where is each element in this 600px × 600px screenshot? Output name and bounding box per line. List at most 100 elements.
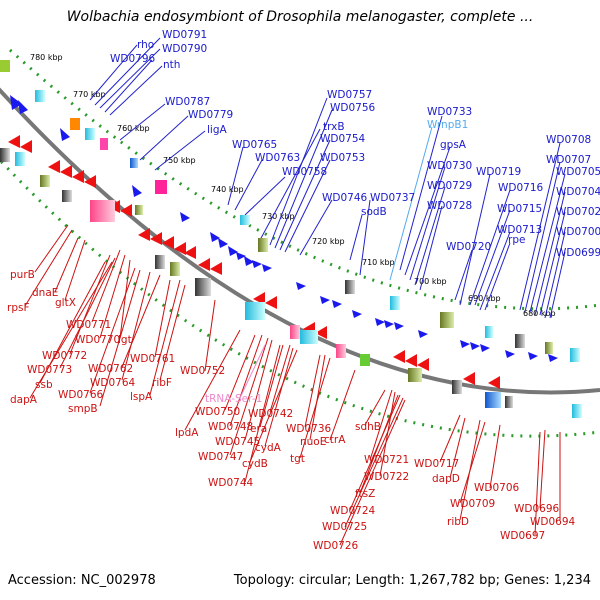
gene-label[interactable]: WD0790 — [162, 43, 207, 55]
gene-label[interactable]: rpe — [508, 234, 525, 246]
gene-label[interactable]: WD0737 — [370, 192, 415, 204]
forward-blocks — [0, 60, 580, 362]
gene-label[interactable]: WD0745 — [215, 436, 260, 448]
gene-label[interactable]: lspA — [130, 391, 153, 403]
gene-label[interactable]: era — [250, 423, 267, 435]
gene-label[interactable]: WD0704 — [556, 186, 600, 198]
gene-label[interactable]: WD0746 — [322, 192, 368, 204]
gene-label[interactable]: sdhB — [355, 421, 381, 433]
gene-label[interactable]: WD0722 — [364, 471, 409, 483]
gene-label[interactable]: WD0707 — [546, 154, 591, 166]
tick-label: 770 kbp — [73, 90, 106, 99]
gene-label[interactable]: dnaE — [32, 287, 58, 299]
gene-label[interactable]: WD0754 — [320, 133, 366, 145]
accession-text: Accession: NC_002978 — [8, 573, 156, 588]
gene-label[interactable]: dapA — [10, 394, 38, 406]
gene-label[interactable]: WD0715 — [497, 203, 542, 215]
gene-label[interactable]: nth — [163, 59, 180, 71]
gene-label[interactable]: WD0733 — [427, 106, 472, 118]
rna-label[interactable]: tRNA-Ser-1 — [205, 393, 262, 405]
gene-label[interactable]: WD0736 — [286, 423, 332, 435]
gene-label[interactable]: ribF — [152, 377, 172, 389]
gene-label[interactable]: ligA — [207, 124, 227, 136]
gene-label[interactable]: WD0730 — [427, 160, 472, 172]
gene-label[interactable]: ftsZ — [355, 488, 375, 500]
gene-label[interactable]: ribD — [447, 516, 469, 528]
gene-label[interactable]: WD0709 — [450, 498, 495, 510]
gene-label[interactable]: WD0772 — [42, 350, 87, 362]
tick-label: 710 kbp — [362, 258, 395, 267]
gene-label[interactable]: WD0770 — [75, 334, 120, 346]
gene-label[interactable]: WD0721 — [364, 454, 409, 466]
inner-track — [0, 158, 600, 438]
gene-label[interactable]: WD0699 — [556, 247, 600, 259]
tick-label: 730 kbp — [262, 212, 295, 221]
rna-leader-line — [239, 344, 266, 399]
gene-label[interactable]: dapD — [432, 473, 460, 485]
gene-label[interactable]: nuoE — [300, 436, 326, 448]
gene-label[interactable]: WD0773 — [27, 364, 72, 376]
gene-label[interactable]: WD0762 — [88, 363, 133, 375]
gene-label[interactable]: lgt — [118, 334, 132, 346]
topology-summary: Topology: circular; Length: 1,267,782 bp… — [233, 573, 591, 588]
tick-label: 700 kbp — [414, 277, 447, 286]
gene-label[interactable]: smpB — [68, 403, 98, 415]
forward-leader-lines — [89, 37, 566, 319]
gene-label[interactable]: WD0720 — [446, 241, 491, 253]
gene-label[interactable]: WD0742 — [248, 408, 293, 420]
gene-label[interactable]: trxB — [323, 121, 345, 133]
gene-label[interactable]: WD0706 — [474, 482, 520, 494]
gene-label[interactable]: WD0787 — [165, 96, 210, 108]
gene-label[interactable]: gpsA — [440, 139, 467, 151]
gene-label[interactable]: WD0747 — [198, 451, 243, 463]
gene-label[interactable]: WD0753 — [320, 152, 365, 164]
gene-label[interactable]: tgt — [290, 453, 305, 465]
rna-label[interactable]: WrnpB1 — [427, 119, 468, 131]
gene-label[interactable]: WD0725 — [322, 521, 367, 533]
gene-label[interactable]: WD0765 — [232, 139, 277, 151]
gene-label[interactable]: WD0766 — [58, 389, 104, 401]
gene-label[interactable]: WD0696 — [514, 503, 560, 515]
gene-label[interactable]: WD0694 — [530, 516, 576, 528]
gene-label[interactable]: WD0757 — [327, 89, 372, 101]
gene-label[interactable]: WD0729 — [427, 180, 472, 192]
gene-label[interactable]: WD0713 — [497, 224, 542, 236]
gene-label[interactable]: WD0758 — [282, 166, 327, 178]
gene-label[interactable]: WD0763 — [255, 152, 300, 164]
gene-label[interactable]: rho — [137, 39, 154, 51]
gene-label[interactable]: WD0717 — [414, 458, 459, 470]
gene-label[interactable]: ctrA — [324, 434, 346, 446]
gene-label[interactable]: WD0761 — [130, 353, 175, 365]
gene-label[interactable]: lpdA — [175, 427, 199, 439]
gene-label[interactable]: WD0728 — [427, 200, 472, 212]
gene-label[interactable]: WD0779 — [188, 109, 233, 121]
gene-label[interactable]: WD0791 — [162, 29, 207, 41]
gene-label[interactable]: gltX — [55, 297, 76, 309]
gene-label[interactable]: sodB — [361, 206, 387, 218]
gene-label[interactable]: WD0705 — [556, 166, 600, 178]
gene-label[interactable]: WD0771 — [66, 319, 111, 331]
gene-label[interactable]: WD0724 — [330, 505, 376, 517]
gene-label[interactable]: cydB — [242, 458, 268, 470]
gene-label[interactable]: WD0752 — [180, 365, 225, 377]
gene-label[interactable]: cydA — [255, 442, 282, 454]
gene-label[interactable]: WD0697 — [500, 530, 545, 542]
gene-label[interactable]: WD0708 — [546, 134, 591, 146]
gene-label[interactable]: WD0748 — [208, 421, 253, 433]
gene-label[interactable]: WD0744 — [208, 477, 254, 489]
gene-label[interactable]: WD0726 — [313, 540, 359, 552]
map-title: Wolbachia endosymbiont of Drosophila mel… — [66, 9, 534, 25]
reverse-leader-lines — [24, 224, 561, 546]
gene-label[interactable]: WD0702 — [556, 206, 600, 218]
gene-label[interactable]: WD0764 — [90, 377, 136, 389]
gene-label[interactable]: WD0750 — [195, 406, 240, 418]
gene-label[interactable]: rpsF — [7, 302, 30, 314]
gene-label[interactable]: purB — [10, 269, 35, 281]
forward-features — [10, 95, 558, 362]
gene-label[interactable]: WD0756 — [330, 102, 376, 114]
gene-label[interactable]: ssb — [35, 379, 53, 391]
gene-label[interactable]: WD0719 — [476, 166, 521, 178]
gene-label[interactable]: WD0700 — [556, 226, 600, 238]
gene-label[interactable]: WD0796 — [110, 53, 156, 65]
gene-label[interactable]: WD0716 — [498, 182, 544, 194]
